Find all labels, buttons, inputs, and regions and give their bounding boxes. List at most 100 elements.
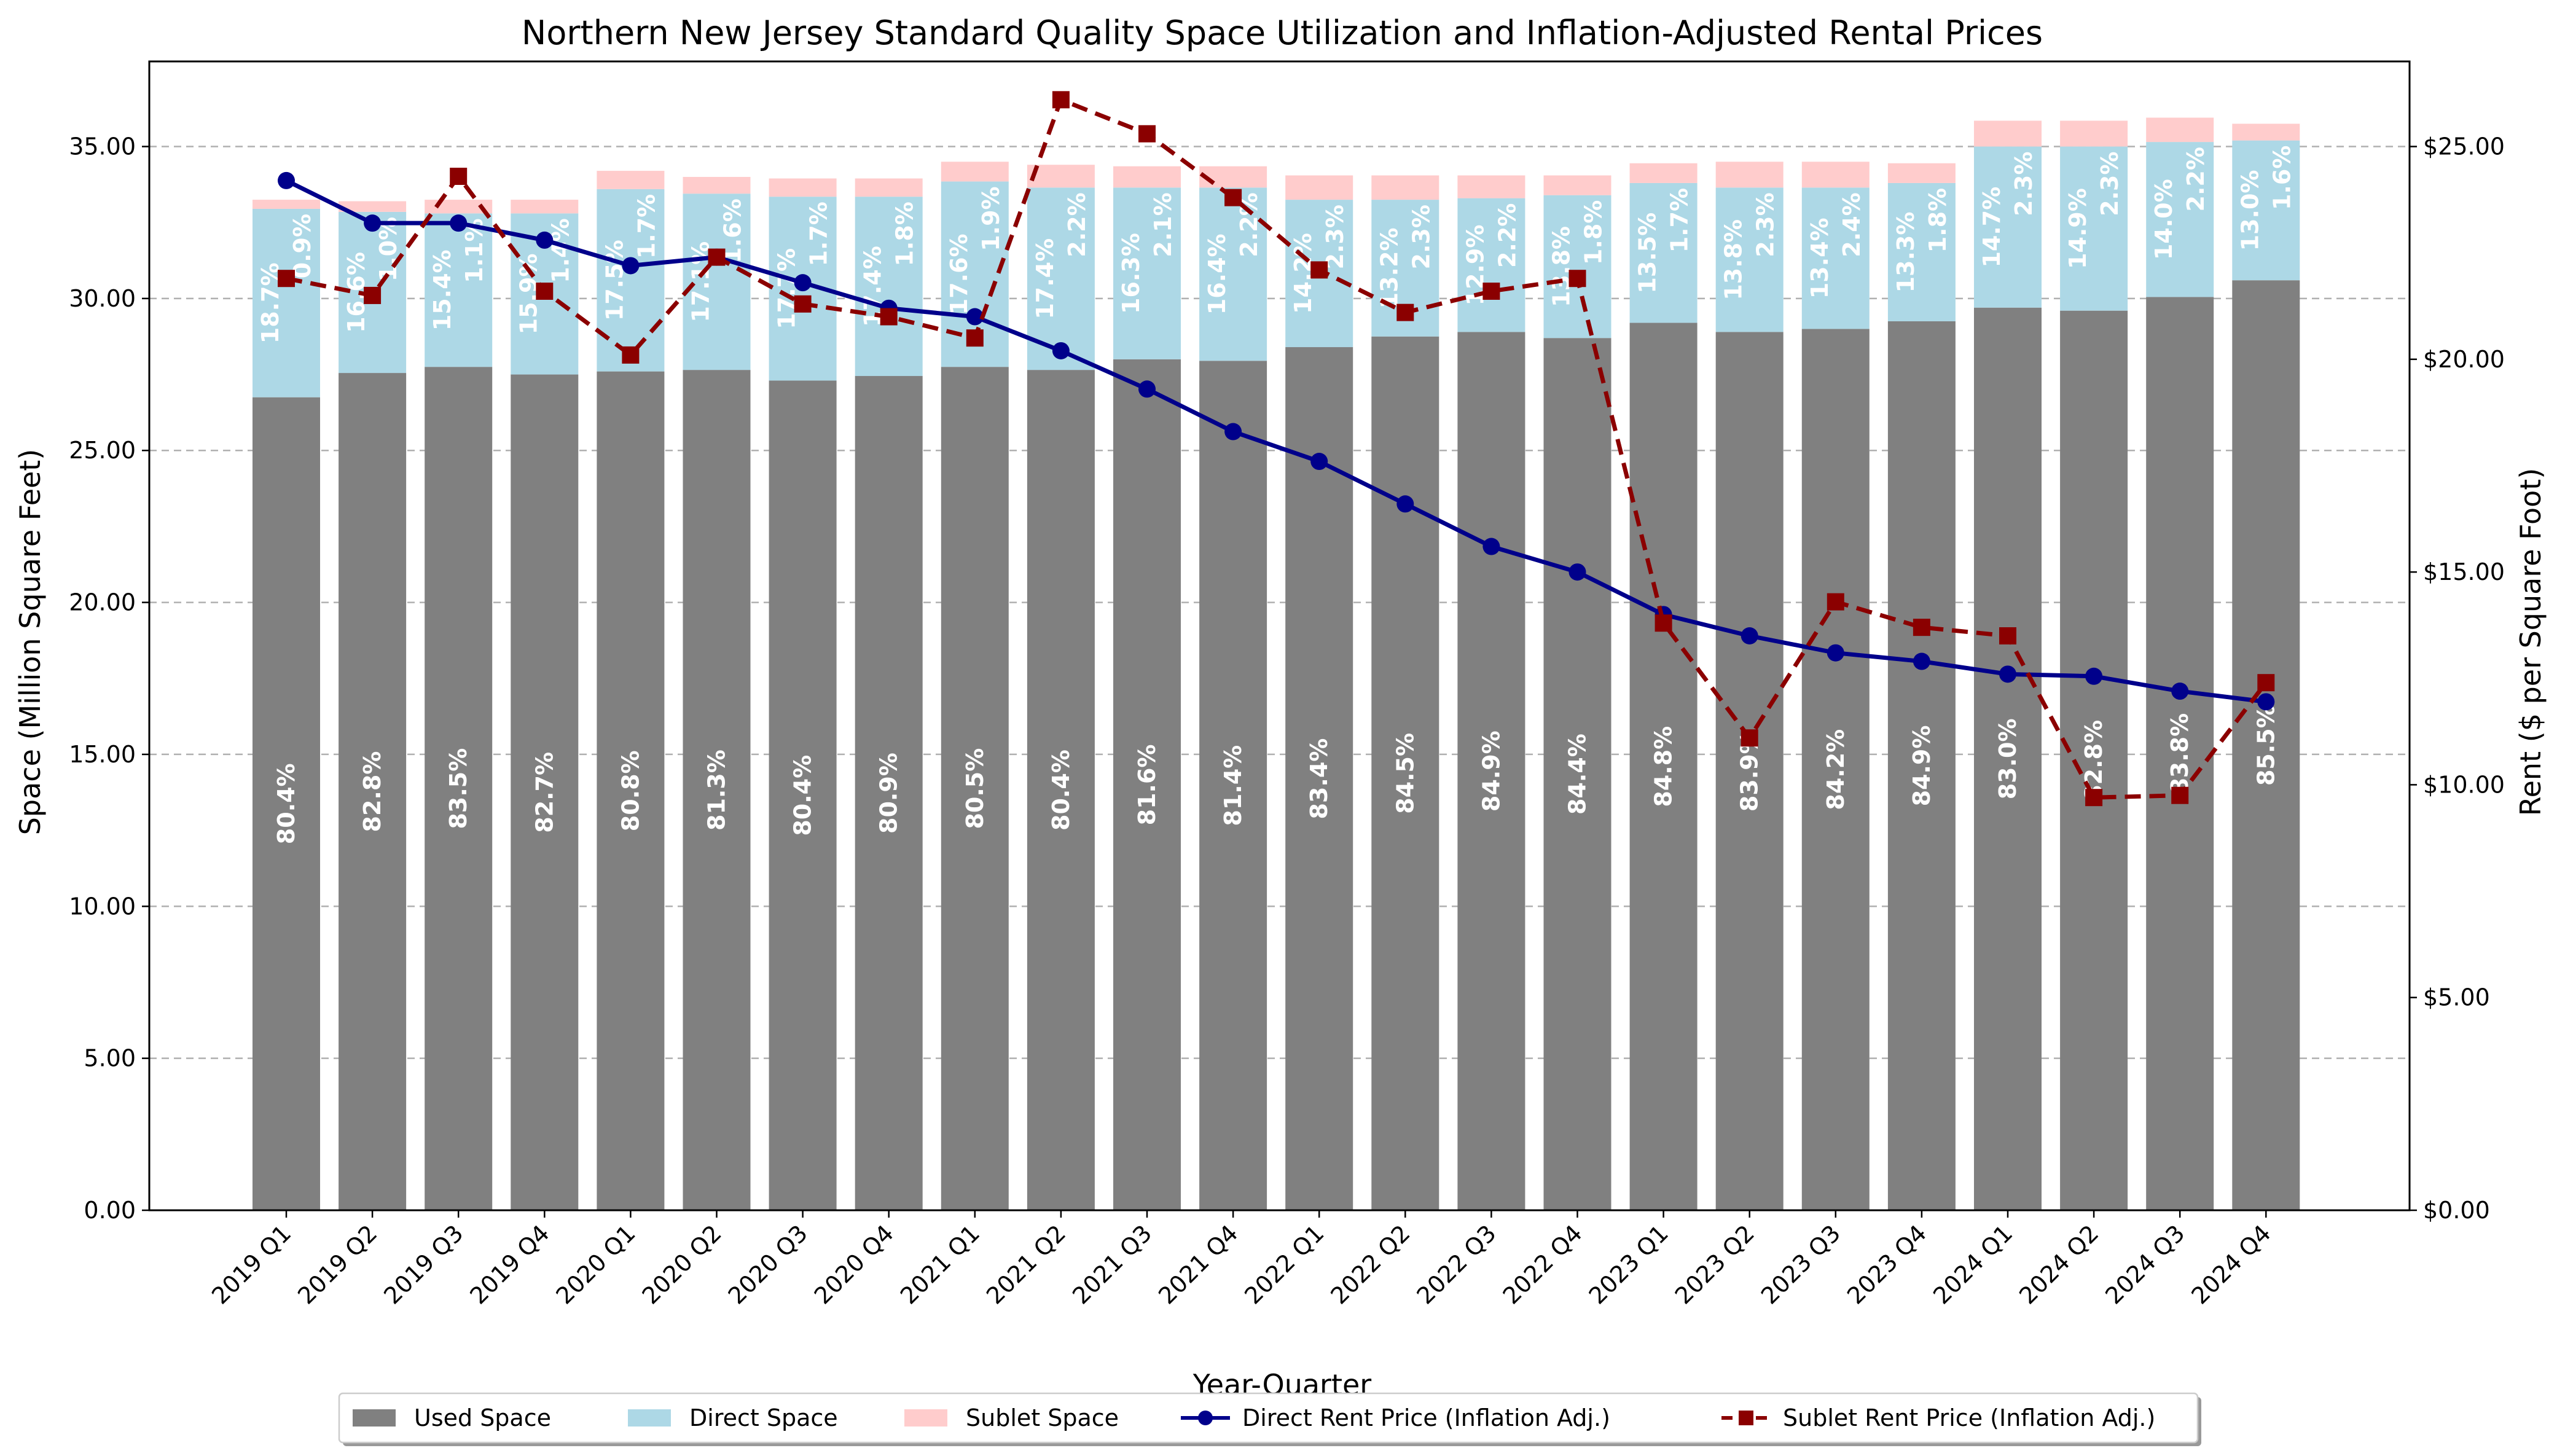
bar-label-direct: 13.8%: [1720, 219, 1747, 300]
legend-swatch-marker: [1739, 1411, 1753, 1425]
legend-swatch-marker: [1198, 1411, 1213, 1425]
bar-label-direct: 14.0%: [2150, 179, 2177, 260]
bar-label-used: 82.7%: [531, 752, 558, 833]
bar-used-space: [683, 370, 751, 1210]
line-direct-rent: [285, 178, 2266, 704]
point-direct-rent: [364, 214, 382, 232]
point-sublet-rent: [1224, 189, 1242, 206]
bar-label-direct: 16.3%: [1118, 233, 1145, 314]
point-sublet-rent: [622, 346, 640, 364]
bar-label-used: 81.6%: [1134, 744, 1161, 825]
bar-used-space: [855, 376, 923, 1210]
point-direct-rent: [794, 274, 812, 292]
bar-label-sublet: 2.3%: [2096, 152, 2123, 216]
bar-label-sublet: 1.7%: [805, 202, 832, 266]
bar-label-sublet: 2.3%: [2010, 152, 2037, 216]
bar-label-sublet: 1.9%: [977, 186, 1004, 251]
point-sublet-rent: [1310, 261, 1328, 279]
bar-label-used: 82.8%: [2080, 720, 2107, 801]
bar-label-sublet: 2.4%: [1838, 192, 1865, 257]
bar-used-space: [941, 367, 1009, 1210]
bar-direct-space: [425, 213, 493, 367]
bar-label-sublet: 1.8%: [1580, 200, 1607, 265]
legend-label: Sublet Space: [966, 1404, 1119, 1431]
point-direct-rent: [1913, 652, 1930, 670]
bar-label-direct: 17.7%: [773, 248, 801, 329]
bar-label-direct: 15.4%: [429, 249, 456, 331]
bar-direct-space: [1887, 182, 1956, 321]
legend-label: Used Space: [414, 1404, 551, 1431]
bar-label-used: 80.9%: [875, 753, 903, 834]
point-direct-rent: [1999, 665, 2016, 683]
bar-sublet-space: [1113, 166, 1181, 188]
y-left-tick-label: 15.00: [69, 741, 136, 768]
bar-labels: 80.4%18.7%0.9%82.8%16.6%1.0%83.5%15.4% 1.…: [257, 146, 2295, 845]
bar-label-sublet: 1.7%: [633, 194, 660, 259]
bar-label-direct: 13.5%: [1634, 213, 1661, 294]
bar-direct-space: [2146, 142, 2214, 297]
bar-label-direct: 13.0%: [2236, 170, 2263, 251]
bar-sublet-space: [855, 178, 923, 197]
point-direct-rent: [1741, 627, 1758, 644]
point-sublet-rent: [536, 283, 554, 300]
point-sublet-rent: [1741, 729, 1758, 747]
bar-sublet-space: [1199, 166, 1267, 188]
point-direct-rent: [622, 257, 640, 275]
bar-direct-space: [1199, 187, 1267, 361]
bar-label-used: 84.8%: [1650, 726, 1677, 807]
bar-used-space: [1199, 361, 1267, 1210]
point-sublet-rent: [1138, 125, 1156, 143]
bar-direct-space: [1974, 146, 2042, 308]
point-sublet-rent: [364, 286, 382, 304]
y-left-tick-label: 25.00: [69, 437, 136, 464]
point-direct-rent: [1310, 453, 1328, 471]
bar-direct-space: [683, 194, 751, 370]
bar-direct-space: [1113, 187, 1181, 359]
bar-sublet-space: [1801, 162, 1870, 188]
point-sublet-rent: [1482, 283, 1500, 300]
bar-used-space: [1543, 338, 1611, 1210]
bar-label-sublet: 1.6%: [2268, 146, 2295, 210]
bar-used-space: [511, 374, 579, 1210]
bar-label-sublet: 2.3%: [1322, 205, 1349, 269]
point-direct-rent: [1224, 423, 1242, 440]
legend-swatch: [904, 1409, 947, 1427]
bar-sublet-space: [1974, 120, 2042, 147]
bar-label-used: 83.5%: [445, 748, 472, 829]
bar-label-sublet: 2.3%: [1752, 192, 1779, 257]
bar-direct-space: [1543, 195, 1611, 339]
bar-label-direct: 14.9%: [2064, 188, 2091, 269]
bar-label-sublet: 1.4%: [547, 218, 574, 283]
bar-used-space: [1715, 332, 1784, 1210]
bar-label-used: 84.2%: [1822, 729, 1849, 810]
bar-sublet-space: [1027, 165, 1095, 188]
bar-label-direct: 17.6%: [946, 233, 973, 315]
bar-sublet-space: [1543, 175, 1611, 195]
bar-direct-space: [855, 197, 923, 377]
y-right-tick-label: $0.00: [2423, 1197, 2490, 1224]
bar-label-direct: 13.8%: [1548, 226, 1575, 307]
bar-sublet-space: [253, 200, 320, 209]
point-sublet-rent: [2171, 786, 2189, 804]
bar-label-used: 84.4%: [1564, 734, 1591, 815]
bar-label-used: 80.4%: [273, 763, 300, 844]
bar-label-used: 83.8%: [2166, 713, 2193, 794]
bar-direct-space: [1715, 187, 1784, 332]
point-sublet-rent: [1052, 91, 1070, 109]
bar-sublet-space: [941, 162, 1009, 182]
bar-used-space: [2146, 297, 2214, 1211]
bar-label-used: 83.0%: [1994, 718, 2021, 799]
bar-direct-space: [597, 189, 665, 372]
bar-used-space: [769, 380, 837, 1210]
bar-used-space: [1027, 370, 1095, 1210]
bar-sublet-space: [1457, 175, 1525, 198]
point-direct-rent: [1568, 563, 1586, 581]
bar-label-direct: 17.4%: [1032, 238, 1059, 319]
bar-label-direct: 13.3%: [1892, 212, 1919, 293]
bar-label-used: 84.9%: [1478, 730, 1505, 812]
bar-used-space: [2060, 310, 2128, 1210]
bar-label-used: 80.4%: [1048, 750, 1075, 831]
bar-label-sublet: 1.8%: [1924, 188, 1951, 252]
point-direct-rent: [1827, 644, 1844, 662]
